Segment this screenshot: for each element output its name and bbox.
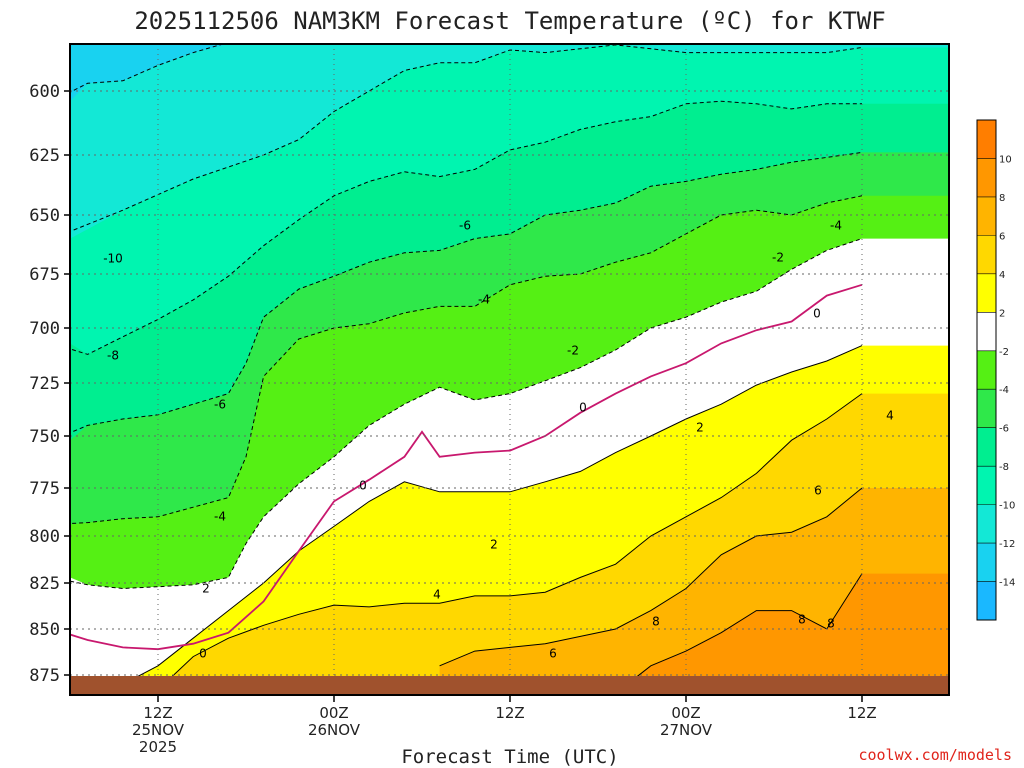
isotherm-label: 0 bbox=[359, 479, 367, 493]
y-tick-label: 875 bbox=[29, 666, 60, 686]
x-tick-label: 12Z bbox=[143, 704, 172, 722]
y-tick-label: 825 bbox=[29, 574, 60, 594]
colorbar-tick-label: -10 bbox=[999, 501, 1015, 512]
isotherm-label: 8 bbox=[652, 615, 660, 629]
isotherm-contours bbox=[70, 44, 863, 694]
isotherm-label: 0 bbox=[813, 307, 821, 321]
isotherm-label: 0 bbox=[579, 401, 587, 415]
isotherm-label: -4 bbox=[478, 293, 490, 307]
colorbar: -14 -12 -10 -8 -6 -4 -2 2 4 6 8 10 bbox=[976, 119, 1015, 621]
colorbar-tick-label: 2 bbox=[999, 308, 1005, 319]
colorbar-tick-label: -12 bbox=[999, 539, 1015, 550]
colorbar-segment bbox=[977, 543, 996, 582]
y-tick-label: 600 bbox=[29, 82, 60, 102]
colorbar-segment bbox=[977, 273, 996, 313]
isotherm-minus12 bbox=[70, 44, 225, 93]
credit-link[interactable]: coolwx.com/models bbox=[858, 746, 1012, 764]
isotherm-label: -4 bbox=[214, 510, 226, 524]
x-tick-label: 00Z bbox=[319, 704, 348, 722]
isotherm-minus4 bbox=[70, 195, 863, 525]
temperature-bands bbox=[70, 44, 949, 696]
x-tick-label: 00Z bbox=[671, 704, 700, 722]
isotherm-label: 8 bbox=[798, 613, 806, 627]
colorbar-segment bbox=[977, 196, 996, 236]
colorbar-segment bbox=[977, 581, 996, 620]
y-tick-label: 850 bbox=[29, 620, 60, 640]
y-axis: 600 625 650 675 700 725 750 775 800 825 850 875 bbox=[29, 82, 70, 686]
colorbar-segment bbox=[977, 504, 996, 544]
isotherm-minus6 bbox=[70, 151, 863, 434]
isotherm-label: -2 bbox=[567, 344, 579, 358]
isotherm-label: 6 bbox=[549, 647, 557, 661]
isotherm-label: 4 bbox=[886, 409, 894, 423]
colorbar-tick-label: 6 bbox=[999, 231, 1005, 242]
colorbar-tick-label: -4 bbox=[999, 385, 1009, 396]
isotherm-minus10 bbox=[70, 44, 863, 233]
isotherm-label: 0 bbox=[199, 647, 207, 661]
x-tick-label: 26NOV bbox=[308, 721, 361, 739]
colorbar-tick-label: 4 bbox=[999, 270, 1005, 281]
ground-layer bbox=[70, 676, 949, 695]
y-tick-label: 675 bbox=[29, 265, 60, 285]
colorbar-segment bbox=[977, 235, 996, 274]
x-tick-label: 2025 bbox=[139, 738, 177, 756]
colorbar-tick-label: -14 bbox=[999, 578, 1015, 589]
plot-area: -10 -8 -6 -4 -6 -4 -2 -2 -4 2 0 0 0 0 2 4 2 6 4 6 8 8 8 bbox=[69, 43, 950, 696]
colorbar-tick-label: -8 bbox=[999, 462, 1009, 473]
colorbar-segment bbox=[977, 350, 996, 390]
colorbar-tick-label: 8 bbox=[999, 193, 1005, 204]
colorbar-segment bbox=[977, 120, 996, 159]
y-tick-label: 700 bbox=[29, 319, 60, 339]
y-tick-label: 650 bbox=[29, 206, 60, 226]
isotherm-label: -6 bbox=[214, 398, 226, 412]
isotherm-label: -10 bbox=[103, 252, 123, 266]
isotherm-labels: -10 -8 -6 -4 -6 -4 -2 -2 -4 2 0 0 0 0 2 4 2 6 4 6 8 8 8 bbox=[103, 219, 894, 661]
grid-lines bbox=[70, 44, 949, 695]
x-tick-label: 27NOV bbox=[660, 721, 713, 739]
chart-title: 2025112506 NAM3KM Forecast Temperature (… bbox=[134, 7, 885, 35]
isotherm-label: -4 bbox=[830, 219, 842, 233]
isotherm-label: 2 bbox=[490, 538, 498, 552]
isotherm-label: 8 bbox=[827, 617, 835, 631]
y-tick-label: 800 bbox=[29, 527, 60, 547]
colorbar-segment bbox=[977, 427, 996, 467]
colorbar-segment bbox=[977, 312, 996, 351]
isotherm-label: -6 bbox=[459, 219, 471, 233]
band-above-8 bbox=[615, 573, 949, 695]
isotherm-8 bbox=[615, 573, 863, 694]
x-axis-label: Forecast Time (UTC) bbox=[401, 746, 618, 768]
colorbar-frame bbox=[976, 119, 997, 621]
isotherm-label: -2 bbox=[772, 251, 784, 265]
isotherm-label: 6 bbox=[814, 484, 822, 498]
isotherm-minus2 bbox=[70, 238, 863, 590]
isotherm-label: 4 bbox=[433, 588, 441, 602]
y-tick-label: 625 bbox=[29, 146, 60, 166]
colorbar-segment bbox=[977, 158, 996, 197]
y-tick-label: 725 bbox=[29, 374, 60, 394]
colorbar-segment bbox=[977, 389, 996, 428]
colorbar-tick-label: 10 bbox=[999, 154, 1012, 165]
isotherm-4 bbox=[157, 393, 863, 691]
x-tick-label: 12Z bbox=[495, 704, 524, 722]
isotherm-label: -8 bbox=[107, 349, 119, 363]
x-tick-label: 25NOV bbox=[132, 721, 185, 739]
colorbar-tick-label: -2 bbox=[999, 347, 1009, 358]
colorbar-tick-label: -6 bbox=[999, 424, 1009, 435]
isotherm-6 bbox=[439, 487, 863, 667]
isotherm-label: 2 bbox=[696, 421, 704, 435]
freezing-line bbox=[70, 283, 863, 651]
isotherm-label: 2 bbox=[202, 582, 210, 596]
y-tick-label: 750 bbox=[29, 427, 60, 447]
x-tick-label: 12Z bbox=[847, 704, 876, 722]
y-tick-label: 775 bbox=[29, 479, 60, 499]
colorbar-segment bbox=[977, 466, 996, 505]
isotherm-2 bbox=[70, 345, 863, 689]
